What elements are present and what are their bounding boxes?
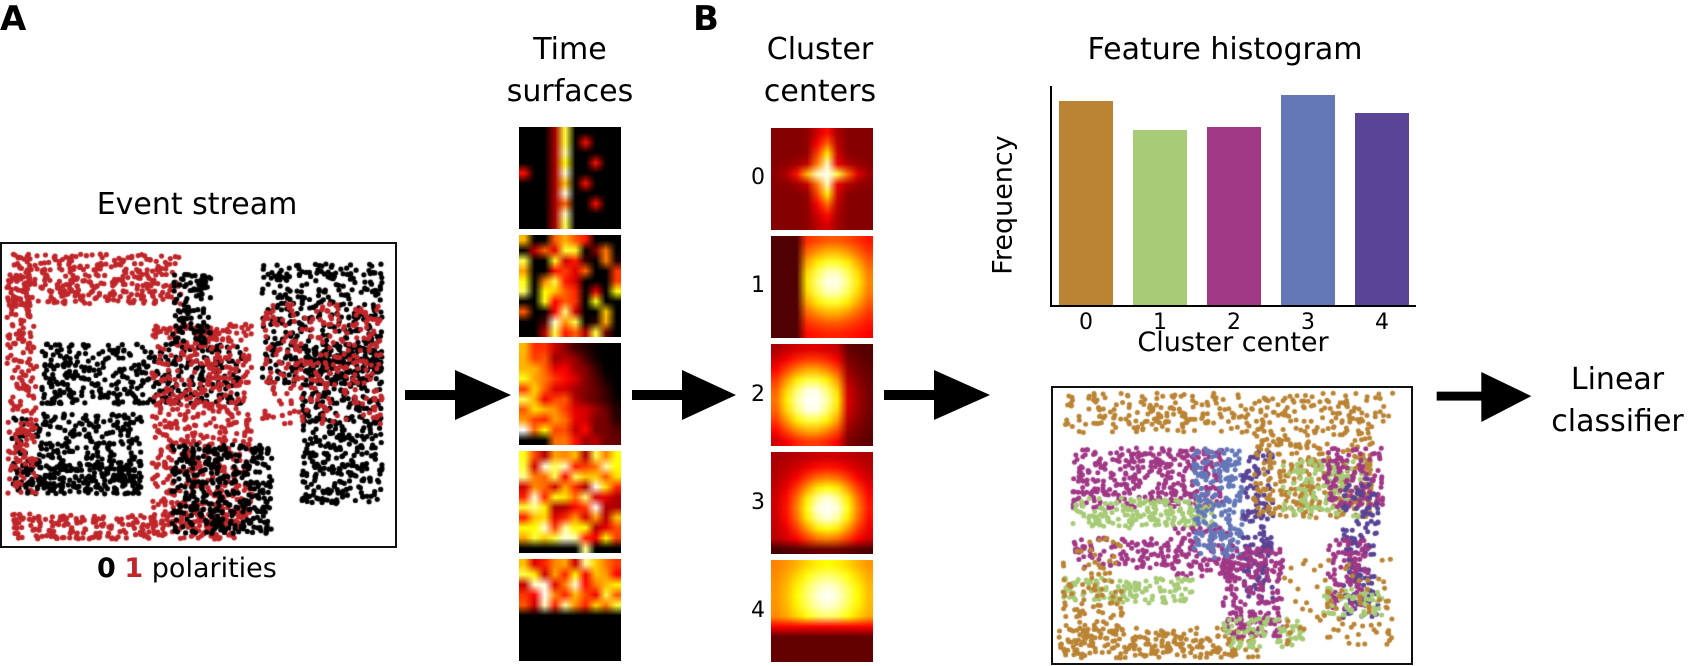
arrow-right-icon [632, 370, 736, 420]
histogram-xtick-4: 4 [1375, 310, 1389, 335]
histogram-bar-2 [1207, 126, 1261, 305]
feature-histogram-title: Feature histogram [1087, 32, 1363, 67]
arrow-right-icon [884, 370, 990, 420]
time-surface-tile-1 [519, 235, 621, 337]
time-surface-tile-0 [519, 127, 621, 229]
cluster-center-tile-3 [771, 452, 873, 554]
histogram-ylabel: Frequency [987, 135, 1019, 275]
cluster-label-0: 0 [751, 165, 765, 190]
histogram-bar-0 [1059, 100, 1113, 305]
event-stream-scatter-plot [0, 242, 397, 548]
time-surface-tile-2 [519, 343, 621, 445]
histogram-x-axis [1050, 305, 1416, 307]
event-stream-title: Event stream [96, 187, 298, 222]
cluster-center-tile-0 [771, 128, 873, 230]
histogram-y-axis [1050, 86, 1052, 307]
cluster-label-4: 4 [751, 598, 765, 623]
classifier-label-line1: Linear [1570, 362, 1665, 397]
polarity-1-label: 1 [124, 553, 144, 584]
histogram-xtick-3: 3 [1301, 310, 1315, 335]
polarity-0-label: 0 [97, 553, 116, 584]
histogram-xtick-0: 0 [1079, 310, 1093, 335]
arrow-right-icon [405, 370, 511, 420]
histogram-bar-1 [1133, 129, 1187, 305]
cluster-assignment-scatter-plot [1051, 386, 1413, 665]
cluster-center-tile-4 [771, 560, 873, 662]
polarity-legend-text: polarities [151, 553, 277, 584]
cluster-label-1: 1 [751, 273, 765, 298]
arrow-right-icon [1436, 372, 1532, 422]
panel-label-a: A [0, 0, 27, 39]
time-surfaces-title-line2: surfaces [506, 74, 634, 109]
cluster-center-tile-2 [771, 344, 873, 446]
time-surfaces-title-line1: Time [533, 32, 607, 67]
polarity-legend: 0 1 polarities [97, 553, 277, 584]
cluster-centers-title-line2: centers [763, 74, 877, 109]
histogram-plot-area [1050, 86, 1416, 307]
histogram-bar-4 [1355, 113, 1409, 305]
histogram-xlabel: Cluster center [1137, 327, 1329, 358]
time-surface-tile-4 [519, 559, 621, 661]
cluster-label-3: 3 [751, 490, 765, 515]
histogram-bar-3 [1281, 94, 1335, 305]
cluster-center-tile-1 [771, 236, 873, 338]
cluster-label-2: 2 [751, 382, 765, 407]
time-surface-tile-3 [519, 451, 621, 553]
histogram-xtick-1: 1 [1153, 310, 1167, 335]
panel-label-b: B [693, 0, 719, 39]
histogram-xtick-2: 2 [1227, 310, 1241, 335]
cluster-centers-title-line1: Cluster [766, 32, 874, 67]
classifier-label-line2: classifier [1551, 404, 1684, 439]
